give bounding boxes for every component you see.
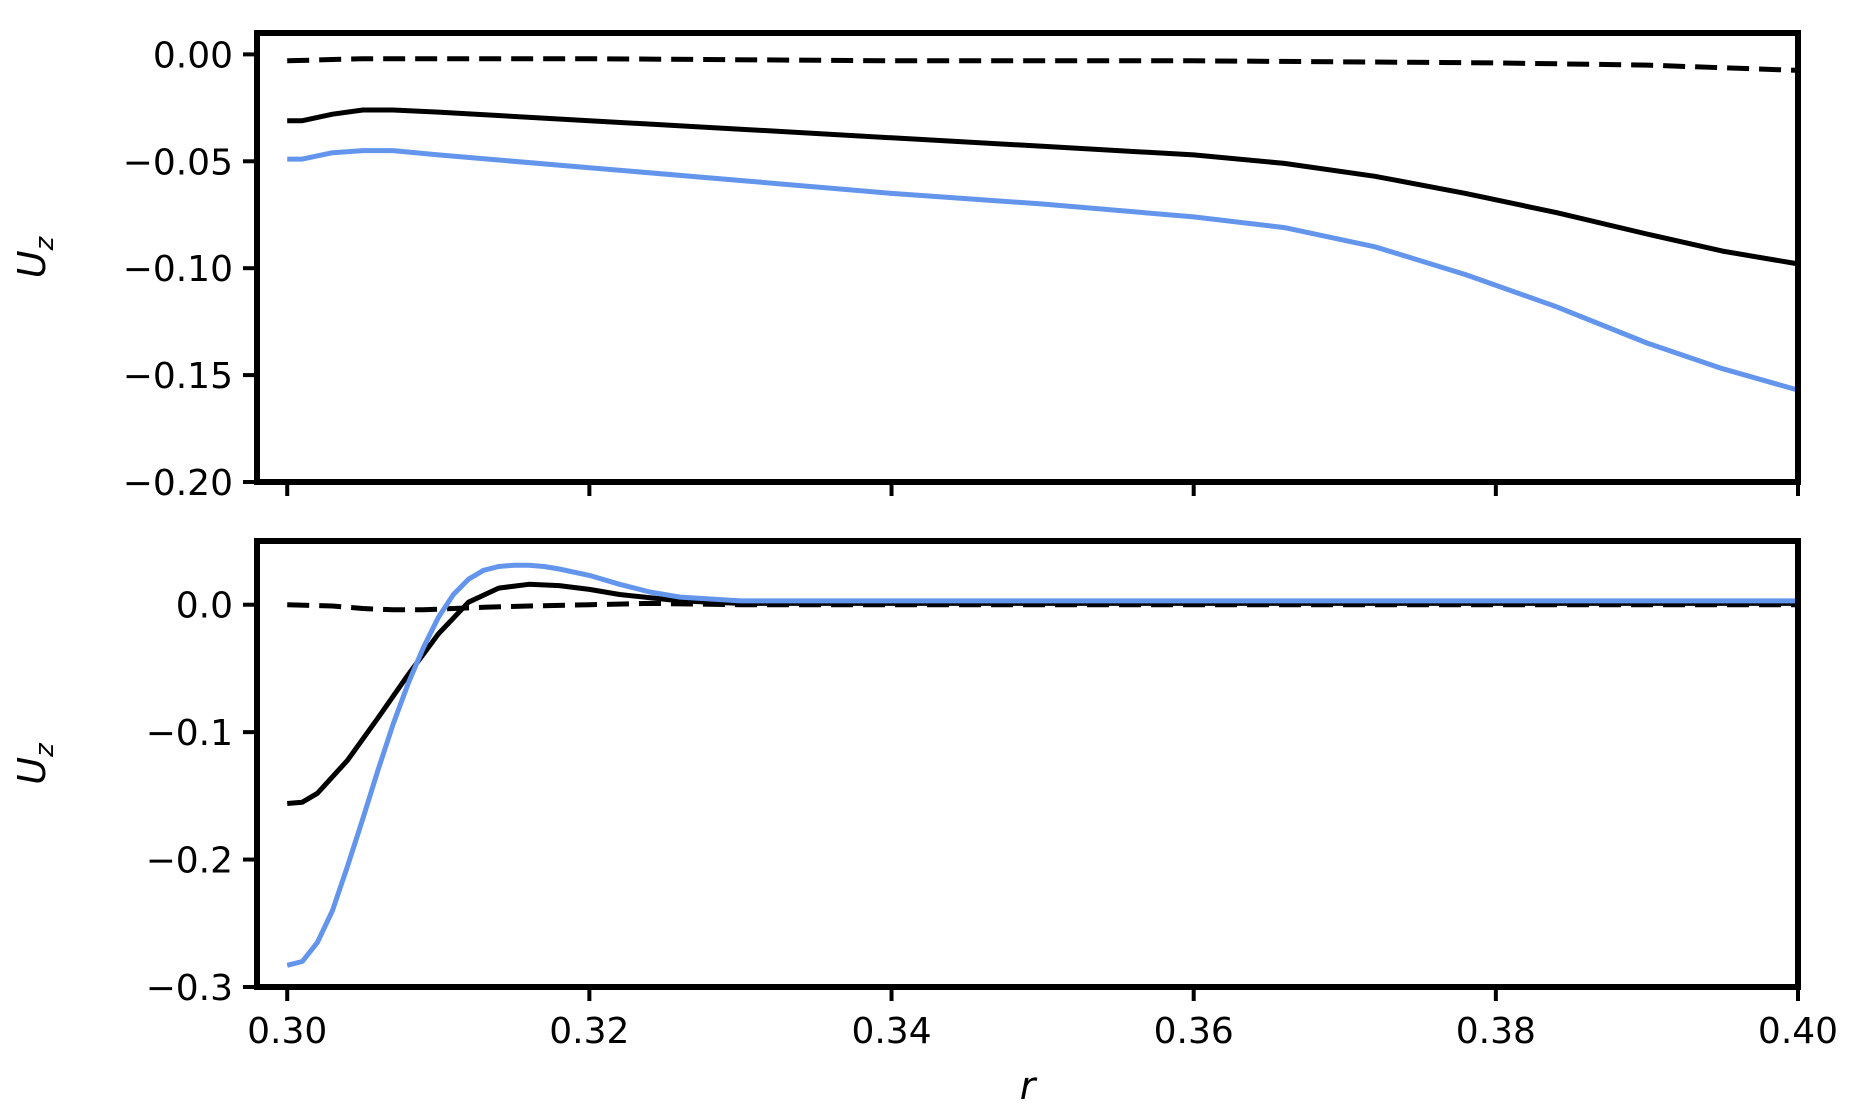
series-line-2 (287, 148, 1799, 393)
y-tick-label: 0.00 (153, 35, 233, 76)
y-tick-label: −0.3 (146, 968, 233, 1009)
x-tick-label: 0.36 (1154, 1011, 1234, 1052)
y-axis-label: Uz (10, 742, 60, 785)
x-tick-label: 0.38 (1456, 1011, 1536, 1052)
y-axis-label-subscript: z (30, 742, 60, 758)
x-tick-label: 0.32 (549, 1011, 629, 1052)
plot-frame (254, 538, 1801, 990)
top-panel: 0.00 −0.05 −0.10 −0.15 −0.20 Uz (10, 30, 1801, 504)
y-axis-label: Uz (10, 235, 60, 278)
y-tick-label: −0.10 (123, 249, 233, 290)
y-tick-label: −0.1 (146, 713, 233, 754)
series-line-1 (286, 581, 1798, 806)
x-tick-label: 0.34 (851, 1011, 931, 1052)
series-line-0 (287, 56, 1799, 73)
plot-frame (254, 30, 1801, 485)
y-tick-label: −0.20 (123, 463, 233, 504)
y-tick-label: −0.15 (123, 356, 233, 397)
x-axis-label: r (1020, 1064, 1038, 1108)
series-line-1 (287, 107, 1799, 267)
bottom-panel: 0.0 −0.1 −0.2 −0.3 0.30 0.32 0.34 0.36 0.38 0.40 U… (10, 538, 1838, 1108)
series-line-2 (286, 562, 1798, 968)
y-tick-label: −0.05 (123, 142, 233, 183)
y-tick-label: 0.0 (176, 586, 233, 627)
x-tick-label: 0.30 (247, 1011, 327, 1052)
y-tick-label: −0.2 (146, 841, 233, 882)
y-axis-label-subscript: z (30, 235, 60, 251)
x-tick-label: 0.40 (1758, 1011, 1838, 1052)
